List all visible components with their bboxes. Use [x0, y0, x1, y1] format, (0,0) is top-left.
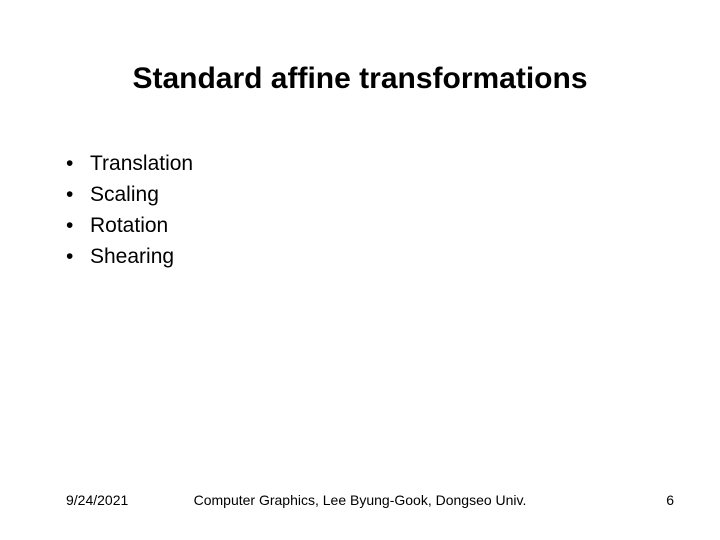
list-item-label: Translation	[90, 152, 193, 176]
list-item-label: Shearing	[90, 245, 174, 269]
list-item: • Translation	[66, 152, 193, 176]
list-item-label: Rotation	[90, 214, 168, 238]
bullet-icon: •	[66, 245, 90, 269]
bullet-list: • Translation • Scaling • Rotation • She…	[66, 152, 193, 276]
list-item: • Shearing	[66, 245, 193, 269]
list-item: • Scaling	[66, 183, 193, 207]
slide-title: Standard affine transformations	[0, 62, 720, 96]
list-item: • Rotation	[66, 214, 193, 238]
bullet-icon: •	[66, 183, 90, 207]
footer-center: Computer Graphics, Lee Byung-Gook, Dongs…	[0, 492, 720, 508]
slide: Standard affine transformations • Transl…	[0, 0, 720, 540]
bullet-icon: •	[66, 214, 90, 238]
bullet-icon: •	[66, 152, 90, 176]
list-item-label: Scaling	[90, 183, 159, 207]
footer-page-number: 6	[666, 492, 674, 508]
